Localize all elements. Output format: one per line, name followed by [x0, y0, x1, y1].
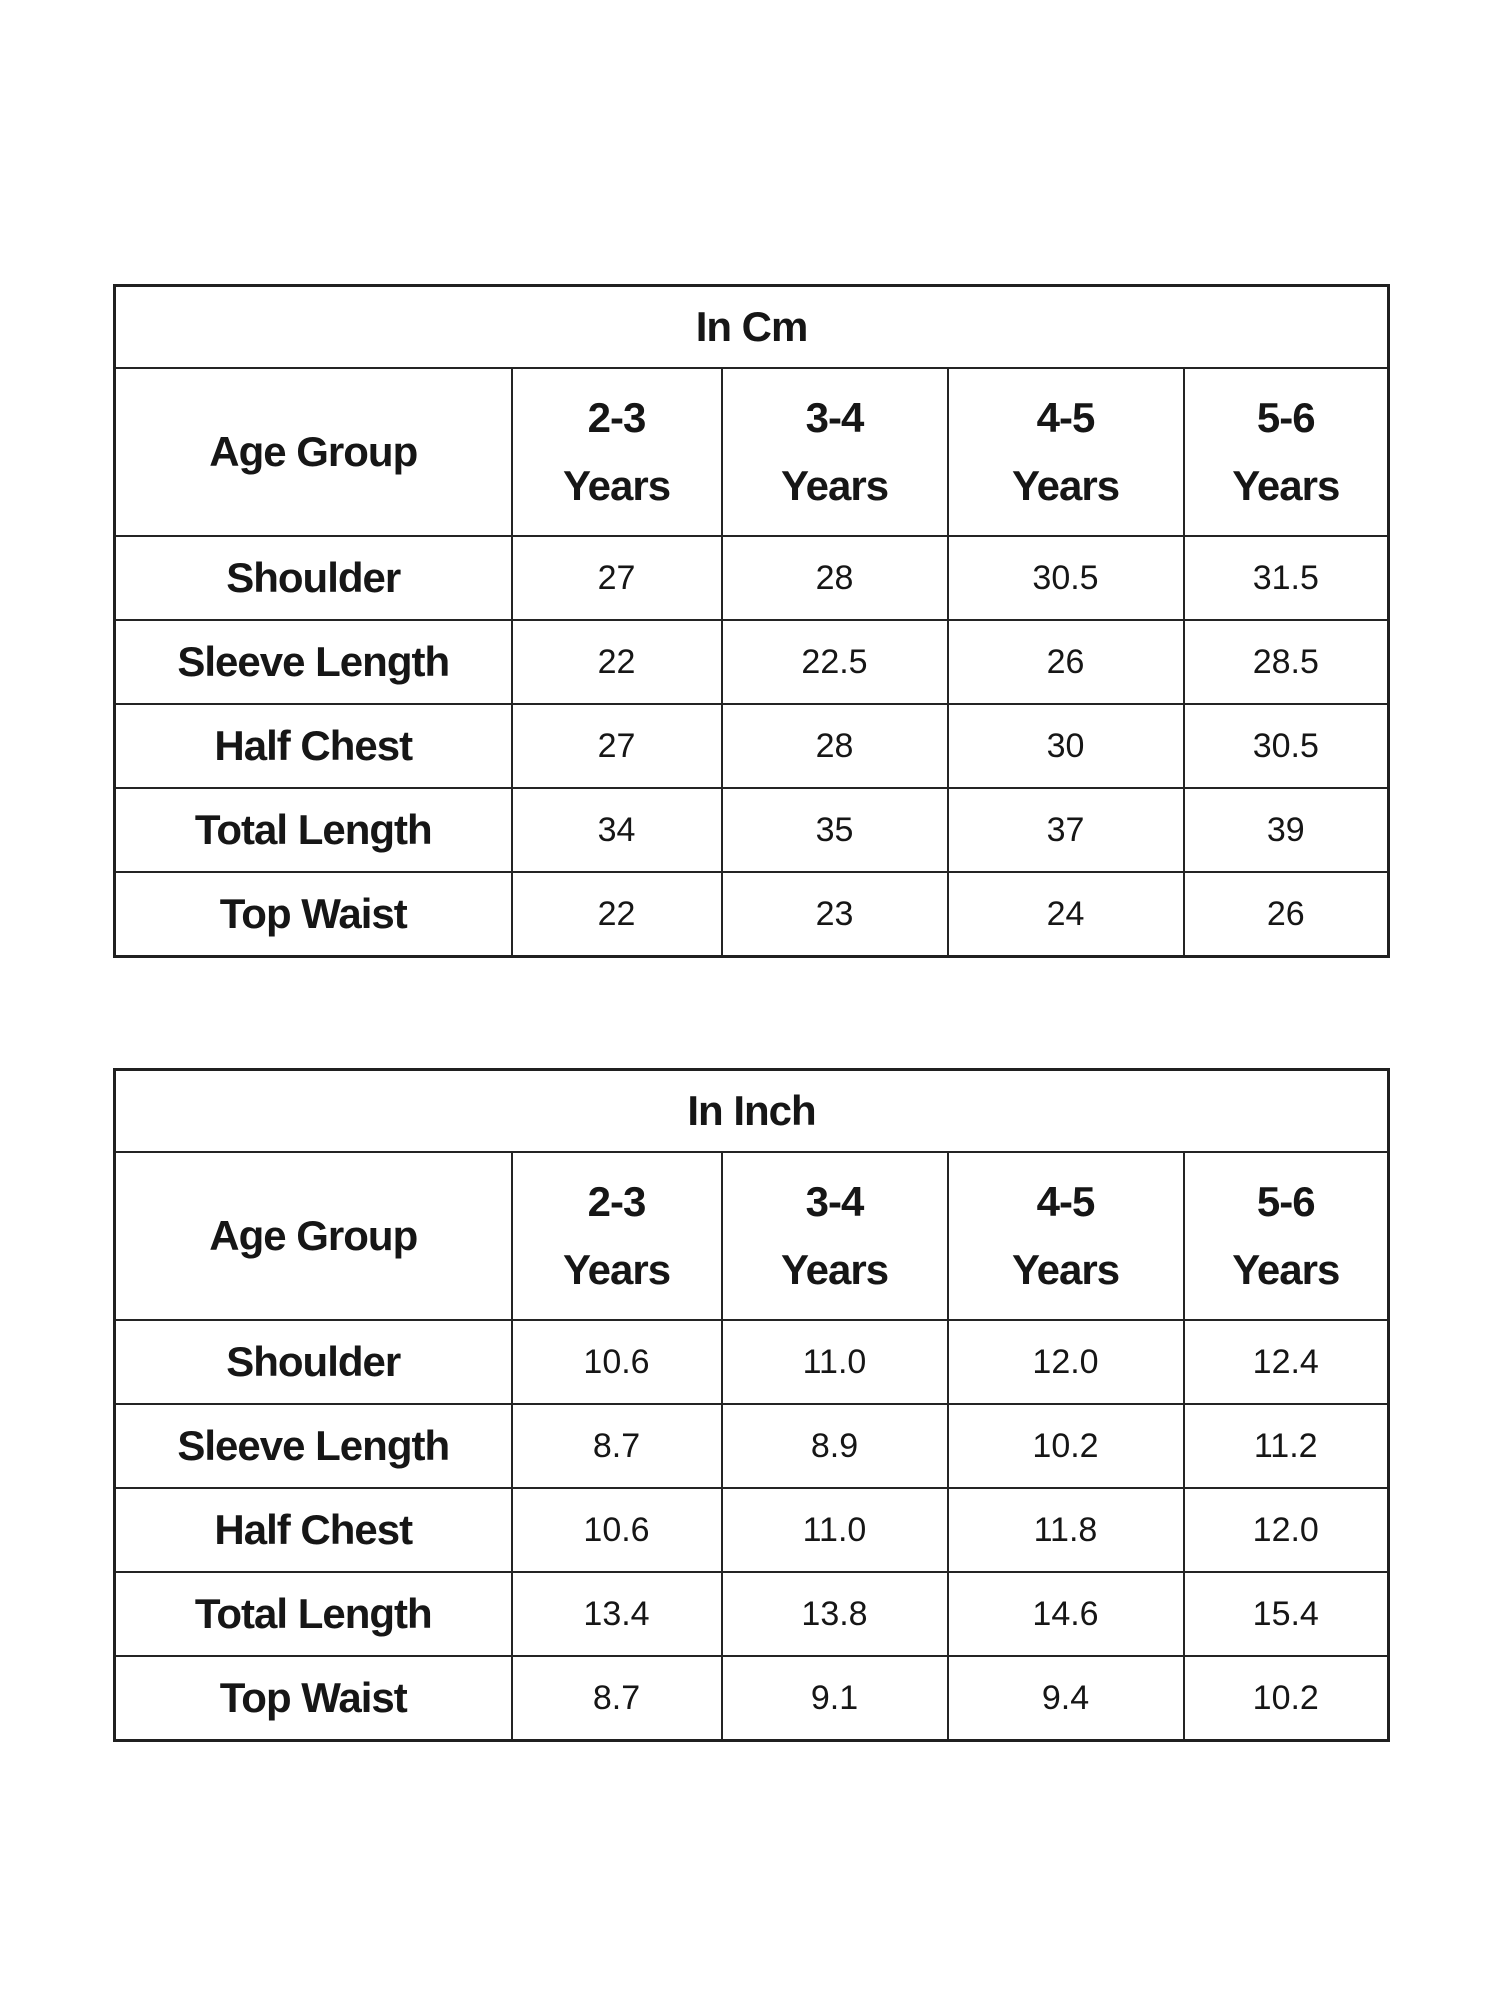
value-cell: 30.5 — [946, 535, 1185, 621]
row-label-shoulder: Shoulder — [113, 535, 513, 621]
value-cell: 8.7 — [510, 1655, 723, 1742]
header-cell-3-4-years: 3-4 Years — [720, 1151, 949, 1321]
table-row: Age Group 2-3 Years 3-4 Years 4-5 Years … — [113, 367, 1390, 537]
table-row-top-waist: Top Waist 22 23 24 26 — [113, 871, 1390, 958]
table-row-sleeve-length: Sleeve Length 8.7 8.9 10.2 11.2 — [113, 1403, 1390, 1489]
header-line-unit: Years — [1011, 462, 1120, 509]
value-cell: 39 — [1182, 787, 1390, 873]
table-title-inch: In Inch — [113, 1068, 1390, 1153]
header-line-range: 2-3 — [587, 1177, 647, 1225]
header-cell-2-3-years: 2-3 Years — [510, 1151, 723, 1321]
size-table-cm: In Cm Age Group 2-3 Years 3-4 Years 4-5 … — [113, 284, 1391, 958]
value-cell: 31.5 — [1182, 535, 1390, 621]
value-cell: 9.4 — [946, 1655, 1185, 1742]
value-cell: 34 — [510, 787, 723, 873]
table-row-top-waist: Top Waist 8.7 9.1 9.4 10.2 — [113, 1655, 1390, 1742]
header-line-unit: Years — [780, 1246, 889, 1293]
value-cell: 12.4 — [1182, 1319, 1390, 1405]
value-cell: 11.2 — [1182, 1403, 1390, 1489]
value-cell: 13.8 — [720, 1571, 949, 1657]
table-row: Age Group 2-3 Years 3-4 Years 4-5 Years … — [113, 1151, 1390, 1321]
table-row-half-chest: Half Chest 10.6 11.0 11.8 12.0 — [113, 1487, 1390, 1573]
header-cell-5-6-years: 5-6 Years — [1182, 367, 1390, 537]
table-row-sleeve-length: Sleeve Length 22 22.5 26 28.5 — [113, 619, 1390, 705]
table-row-shoulder: Shoulder 10.6 11.0 12.0 12.4 — [113, 1319, 1390, 1405]
table-row: In Cm — [113, 284, 1390, 369]
value-cell: 26 — [1182, 871, 1390, 958]
table-row-shoulder: Shoulder 27 28 30.5 31.5 — [113, 535, 1390, 621]
header-line-unit: Years — [780, 462, 889, 509]
table-row: In Inch — [113, 1068, 1390, 1153]
value-cell: 28 — [720, 703, 949, 789]
header-line-range: 4-5 — [1036, 1177, 1096, 1225]
value-cell: 22.5 — [720, 619, 949, 705]
size-table-cm-grid: In Cm Age Group 2-3 Years 3-4 Years 4-5 … — [113, 284, 1391, 958]
size-table-inch-grid: In Inch Age Group 2-3 Years 3-4 Years 4-… — [113, 1068, 1391, 1742]
value-cell: 10.6 — [510, 1319, 723, 1405]
value-cell: 30.5 — [1182, 703, 1390, 789]
header-line-unit: Years — [562, 1246, 671, 1293]
value-cell: 10.2 — [946, 1403, 1185, 1489]
value-cell: 11.8 — [946, 1487, 1185, 1573]
value-cell: 22 — [510, 871, 723, 958]
value-cell: 37 — [946, 787, 1185, 873]
row-label-total-length: Total Length — [113, 787, 513, 873]
header-line-unit: Years — [1232, 462, 1340, 509]
header-line-range: 4-5 — [1036, 393, 1096, 441]
table-row-total-length: Total Length 34 35 37 39 — [113, 787, 1390, 873]
row-label-sleeve-length: Sleeve Length — [113, 619, 513, 705]
header-line-range: 5-6 — [1256, 393, 1316, 441]
header-line-range: 5-6 — [1256, 1177, 1316, 1225]
value-cell: 12.0 — [946, 1319, 1185, 1405]
header-cell-5-6-years: 5-6 Years — [1182, 1151, 1390, 1321]
size-table-inch: In Inch Age Group 2-3 Years 3-4 Years 4-… — [113, 1068, 1391, 1742]
header-line-unit: Years — [562, 462, 671, 509]
table-title-cm: In Cm — [113, 284, 1390, 369]
value-cell: 28 — [720, 535, 949, 621]
header-line-range: 3-4 — [805, 393, 865, 441]
value-cell: 30 — [946, 703, 1185, 789]
value-cell: 8.7 — [510, 1403, 723, 1489]
table-row-half-chest: Half Chest 27 28 30 30.5 — [113, 703, 1390, 789]
value-cell: 8.9 — [720, 1403, 949, 1489]
header-cell-4-5-years: 4-5 Years — [946, 1151, 1185, 1321]
header-line-unit: Years — [1232, 1246, 1340, 1293]
header-line-range: 3-4 — [805, 1177, 865, 1225]
row-label-half-chest: Half Chest — [113, 1487, 513, 1573]
value-cell: 24 — [946, 871, 1185, 958]
header-line-range: 2-3 — [587, 393, 647, 441]
value-cell: 9.1 — [720, 1655, 949, 1742]
value-cell: 13.4 — [510, 1571, 723, 1657]
header-cell-3-4-years: 3-4 Years — [720, 367, 949, 537]
value-cell: 27 — [510, 703, 723, 789]
value-cell: 26 — [946, 619, 1185, 705]
row-label-half-chest: Half Chest — [113, 703, 513, 789]
value-cell: 11.0 — [720, 1319, 949, 1405]
value-cell: 10.6 — [510, 1487, 723, 1573]
row-label-sleeve-length: Sleeve Length — [113, 1403, 513, 1489]
value-cell: 14.6 — [946, 1571, 1185, 1657]
value-cell: 27 — [510, 535, 723, 621]
age-group-header: Age Group — [113, 1151, 513, 1321]
value-cell: 12.0 — [1182, 1487, 1390, 1573]
table-row-total-length: Total Length 13.4 13.8 14.6 15.4 — [113, 1571, 1390, 1657]
header-cell-2-3-years: 2-3 Years — [510, 367, 723, 537]
header-cell-4-5-years: 4-5 Years — [946, 367, 1185, 537]
row-label-top-waist: Top Waist — [113, 871, 513, 958]
age-group-header: Age Group — [113, 367, 513, 537]
value-cell: 23 — [720, 871, 949, 958]
row-label-shoulder: Shoulder — [113, 1319, 513, 1405]
value-cell: 10.2 — [1182, 1655, 1390, 1742]
value-cell: 11.0 — [720, 1487, 949, 1573]
value-cell: 15.4 — [1182, 1571, 1390, 1657]
row-label-total-length: Total Length — [113, 1571, 513, 1657]
value-cell: 35 — [720, 787, 949, 873]
header-line-unit: Years — [1011, 1246, 1120, 1293]
row-label-top-waist: Top Waist — [113, 1655, 513, 1742]
value-cell: 28.5 — [1182, 619, 1390, 705]
value-cell: 22 — [510, 619, 723, 705]
